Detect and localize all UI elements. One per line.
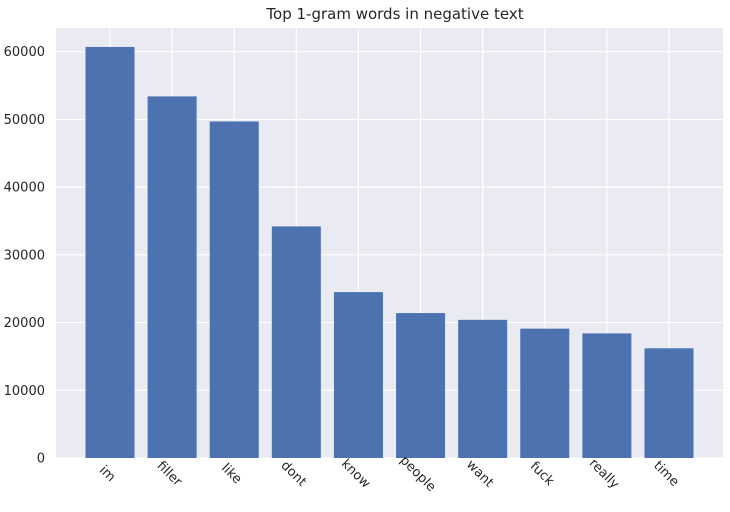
x-tick-label-filler: filler	[154, 459, 185, 490]
y-tick-label: 30000	[4, 248, 45, 263]
x-tick-label-want: want	[463, 457, 496, 490]
y-tick-label: 0	[37, 452, 45, 467]
y-tick-label: 40000	[4, 181, 45, 196]
bar-time	[644, 348, 694, 458]
x-tick-label-know: know	[338, 457, 373, 492]
bar-people	[396, 313, 446, 458]
x-tick-label-people: people	[397, 453, 439, 495]
x-tick-label-fuck: fuck	[527, 459, 557, 489]
chart-title: Top 1-gram words in negative text	[265, 5, 523, 23]
bar-like	[209, 121, 259, 458]
x-tick-label-really: really	[586, 456, 622, 492]
y-axis-ticks: 0 10000 20000 30000 40000 50000 60000	[4, 45, 45, 466]
x-tick-label-im: im	[96, 463, 118, 485]
x-tick-label-time: time	[650, 458, 681, 489]
bar-filler	[147, 96, 197, 458]
y-tick-label: 20000	[4, 316, 45, 331]
y-tick-label: 60000	[4, 45, 45, 60]
x-axis-ticks: im filler like dont know people want fuck really…	[96, 453, 682, 495]
y-tick-label: 50000	[4, 113, 45, 128]
bar-dont	[271, 226, 321, 458]
bars	[85, 46, 694, 458]
bar-im	[85, 46, 135, 458]
bar-really	[582, 333, 632, 458]
bar-want	[458, 319, 508, 458]
x-tick-label-dont: dont	[278, 458, 309, 489]
bar-know	[333, 292, 383, 458]
x-tick-label-like: like	[218, 461, 244, 487]
bar-fuck	[520, 328, 570, 458]
y-tick-label: 10000	[4, 384, 45, 399]
